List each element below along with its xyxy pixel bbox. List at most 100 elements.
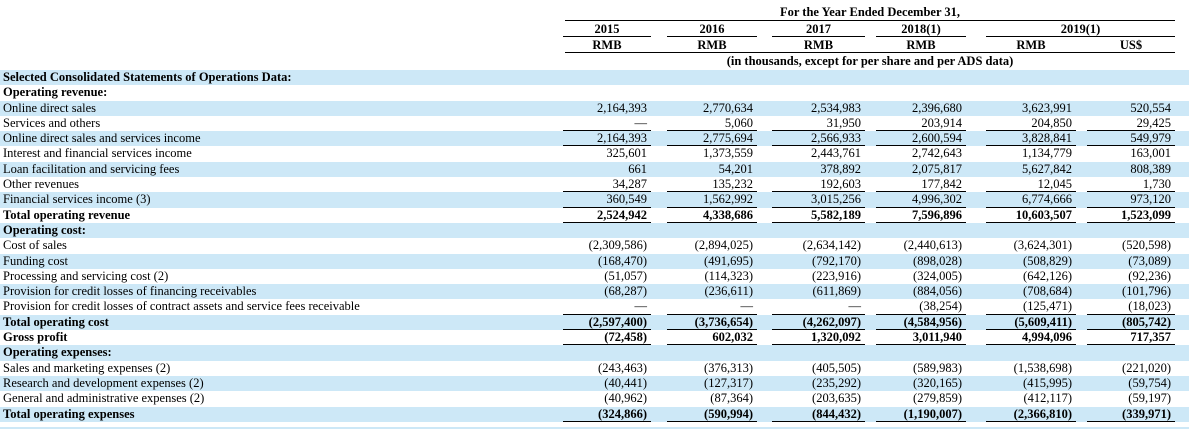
cell-2016-rmb: (236,611) <box>704 284 754 299</box>
cell-2018-rmb: (38,254) <box>876 299 966 315</box>
row-label: Operating cost: <box>3 222 86 237</box>
currency-2019-usd: US$ <box>1119 38 1143 52</box>
currency-2018: RMB <box>906 38 936 52</box>
cell-2016-rmb: — <box>667 299 757 315</box>
table-row: Interest and financial services income 3… <box>0 146 1189 161</box>
cell-2018-rmb: 2,396,680 <box>912 100 962 115</box>
table-row: Total operating revenue 2,524,942 4,338,… <box>0 208 1189 223</box>
row-label: Financial services income (3) <box>3 192 151 207</box>
cell-2015-rmb: (324,866) <box>563 407 651 422</box>
cell-2017-rmb: (2,634,142) <box>802 238 861 253</box>
cell-2017-rmb: 2,566,933 <box>772 131 865 147</box>
row-label: Interest and financial services income <box>3 146 192 161</box>
cell-2015-rmb <box>563 85 651 100</box>
cell-2016-rmb: 1,562,992 <box>667 192 757 208</box>
cell-2017-rmb <box>772 70 865 85</box>
cell-2019-usd: 163,001 <box>1130 146 1171 161</box>
cell-2018-rmb: (4,584,956) <box>876 315 966 331</box>
table-row: Operating revenue: <box>0 85 1189 100</box>
table-row: Total operating cost (2,597,400) (3,736,… <box>0 314 1189 331</box>
cell-2017-rmb: (844,432) <box>772 407 865 422</box>
year-header-row: 2015 2016 2017 2018(1) 2019(1) <box>540 22 1189 37</box>
row-label: Online direct sales and services income <box>3 131 201 146</box>
cell-2017-rmb: 2,443,761 <box>811 146 861 161</box>
currency-2016: RMB <box>697 38 727 52</box>
cell-2019-usd: (221,020) <box>1122 360 1171 375</box>
cell-2017-rmb: (235,292) <box>812 375 861 390</box>
cell-2019-rmb: (412,117) <box>1023 391 1073 406</box>
cell-2019-usd <box>1087 345 1175 360</box>
cell-2017-rmb: 192,603 <box>772 177 865 193</box>
cell-2015-rmb <box>563 345 651 360</box>
cell-2019-usd: 549,979 <box>1087 131 1175 147</box>
table-row: Online direct sales and services income … <box>0 131 1189 147</box>
cell-2016-rmb: 5,060 <box>667 116 757 132</box>
table-row: Loan facilitation and servicing fees 661… <box>0 161 1189 178</box>
cell-2019-rmb: 6,774,666 <box>986 192 1076 208</box>
cell-2019-usd: 808,389 <box>1130 161 1171 176</box>
table-row: General and administrative expenses (2) … <box>0 391 1189 406</box>
cell-2019-usd: 717,357 <box>1087 330 1175 346</box>
table-row: Cost of sales (2,309,586) (2,894,025) (2… <box>0 238 1189 253</box>
row-label: Sales and marketing expenses (2) <box>3 360 171 375</box>
table-row: Online direct sales 2,164,393 2,770,634 … <box>0 100 1189 116</box>
cell-2015-rmb: 2,524,942 <box>563 208 651 223</box>
partial-row <box>0 421 1189 427</box>
cell-2019-rmb: (642,126) <box>1023 268 1072 283</box>
units-note: (in thousands, except for per share and … <box>726 54 1014 68</box>
cell-2015-rmb: 661 <box>628 161 647 176</box>
cell-2017-rmb: (611,869) <box>812 284 862 299</box>
row-label: Total operating revenue <box>3 207 131 222</box>
cell-2019-rmb: (125,471) <box>986 299 1076 315</box>
cell-2016-rmb: 2,775,694 <box>667 131 757 147</box>
cell-2015-rmb: (243,463) <box>598 360 647 375</box>
table-row: Funding cost (168,470) (491,695) (792,17… <box>0 253 1189 269</box>
table-row: Operating expenses: <box>0 345 1189 361</box>
cell-2016-rmb <box>667 223 757 238</box>
cell-2019-usd: (339,971) <box>1087 407 1175 422</box>
cell-2016-rmb: 54,201 <box>718 161 753 176</box>
cell-2015-rmb: — <box>563 116 651 132</box>
row-label: Provision for credit losses of contract … <box>3 299 360 314</box>
cell-2019-usd: (92,236) <box>1128 268 1171 283</box>
row-label: Online direct sales <box>3 100 97 115</box>
cell-2018-rmb: (884,056) <box>913 284 962 299</box>
table-row: Gross profit (72,458) 602,032 1,320,092 … <box>0 330 1189 346</box>
cell-2019-rmb <box>986 223 1076 238</box>
year-header-2018: 2018(1) <box>868 22 972 37</box>
cell-2018-rmb: 4,996,302 <box>876 192 966 208</box>
cell-2019-usd <box>1087 223 1175 238</box>
cell-2019-usd: 520,554 <box>1130 100 1171 115</box>
cell-2017-rmb: (223,916) <box>812 268 861 283</box>
cell-2019-rmb: (415,995) <box>1023 375 1072 390</box>
cell-2016-rmb <box>667 345 757 360</box>
cell-2016-rmb: (127,317) <box>704 375 753 390</box>
cell-2016-rmb: (491,695) <box>704 253 753 268</box>
cell-2017-rmb <box>772 223 865 238</box>
partial-row-highlight <box>0 426 1189 429</box>
cell-2015-rmb <box>563 70 651 85</box>
cell-2018-rmb <box>876 345 966 360</box>
cell-2017-rmb: — <box>772 299 865 315</box>
cell-2016-rmb: (590,994) <box>667 407 757 422</box>
cell-2016-rmb: 602,032 <box>667 330 757 346</box>
cell-2019-rmb: 5,627,842 <box>1022 161 1072 176</box>
cell-2019-usd: (101,796) <box>1122 284 1171 299</box>
cell-2017-rmb: (4,262,097) <box>772 315 865 331</box>
cell-2019-usd: 973,120 <box>1087 192 1175 208</box>
cell-2019-rmb: 204,850 <box>986 116 1076 132</box>
cell-2016-rmb: 135,232 <box>667 177 757 193</box>
row-label: Gross profit <box>3 330 68 345</box>
cell-2019-rmb <box>986 85 1076 100</box>
cell-2015-rmb: — <box>563 299 651 315</box>
cell-2017-rmb: (405,505) <box>812 360 861 375</box>
cell-2018-rmb: (589,983) <box>913 360 962 375</box>
currency-2019-rmb: RMB <box>1016 38 1046 52</box>
cell-2018-rmb: (2,440,613) <box>903 238 962 253</box>
row-label: Cost of sales <box>3 238 67 253</box>
cell-2018-rmb: (898,028) <box>913 253 962 268</box>
cell-2017-rmb <box>772 85 865 100</box>
row-label: Research and development expenses (2) <box>3 375 204 390</box>
row-label: Total operating cost <box>3 314 109 329</box>
currency-2017: RMB <box>803 38 834 52</box>
